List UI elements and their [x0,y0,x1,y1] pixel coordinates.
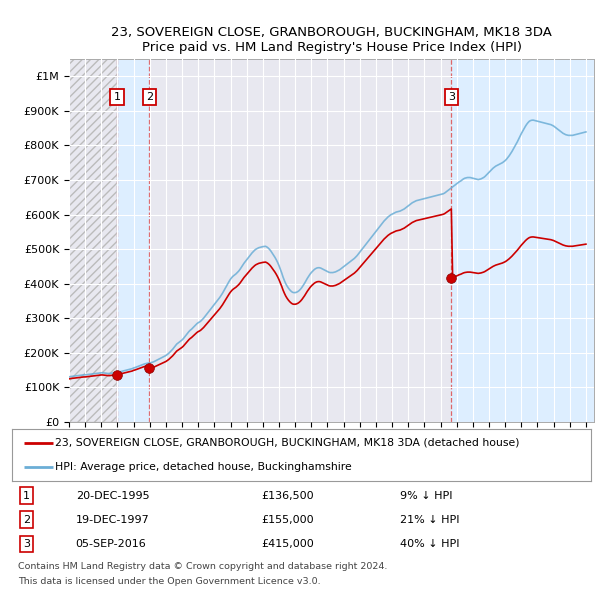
Text: £155,000: £155,000 [261,515,314,525]
Text: 23, SOVEREIGN CLOSE, GRANBOROUGH, BUCKINGHAM, MK18 3DA (detached house): 23, SOVEREIGN CLOSE, GRANBOROUGH, BUCKIN… [55,438,520,448]
Text: This data is licensed under the Open Government Licence v3.0.: This data is licensed under the Open Gov… [18,578,320,586]
Text: 21% ↓ HPI: 21% ↓ HPI [400,515,460,525]
Text: £415,000: £415,000 [261,539,314,549]
Text: 9% ↓ HPI: 9% ↓ HPI [400,491,452,501]
Text: 2: 2 [23,515,30,525]
Text: 3: 3 [448,92,455,102]
Text: 05-SEP-2016: 05-SEP-2016 [76,539,146,549]
Text: 19-DEC-1997: 19-DEC-1997 [76,515,149,525]
Text: 20-DEC-1995: 20-DEC-1995 [76,491,149,501]
Text: Contains HM Land Registry data © Crown copyright and database right 2024.: Contains HM Land Registry data © Crown c… [18,562,387,571]
Bar [117,59,149,422]
Text: 2: 2 [146,92,153,102]
Text: 1: 1 [23,491,30,501]
Text: £136,500: £136,500 [261,491,314,501]
Bar [451,59,594,422]
Title: 23, SOVEREIGN CLOSE, GRANBOROUGH, BUCKINGHAM, MK18 3DA
Price paid vs. HM Land Re: 23, SOVEREIGN CLOSE, GRANBOROUGH, BUCKIN… [111,26,552,54]
Text: 40% ↓ HPI: 40% ↓ HPI [400,539,460,549]
Text: 3: 3 [23,539,30,549]
Text: HPI: Average price, detached house, Buckinghamshire: HPI: Average price, detached house, Buck… [55,462,352,472]
Text: 1: 1 [113,92,121,102]
